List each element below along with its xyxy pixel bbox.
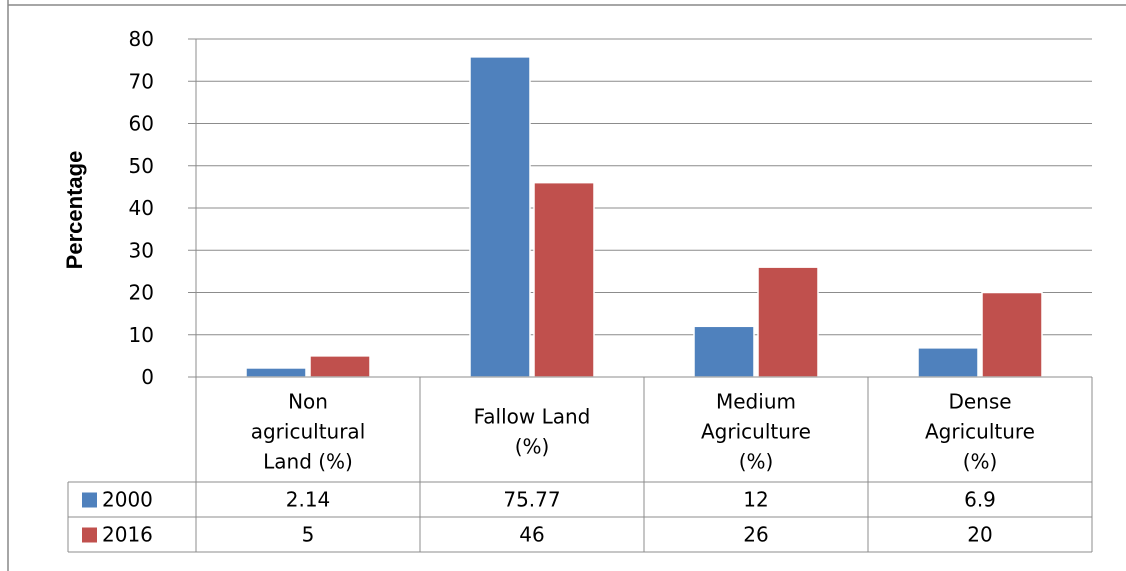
y-tick-label: 50	[129, 154, 154, 178]
bar-2016-0	[309, 355, 371, 378]
bar-2000-2	[693, 325, 755, 378]
gridlines	[196, 38, 1092, 336]
data-value-2000: 12	[743, 488, 768, 512]
legend-key-2000	[82, 492, 97, 508]
y-axis-title: Percentage	[62, 151, 87, 270]
data-value-2000: 75.77	[503, 488, 560, 512]
category-label: Non	[288, 390, 328, 414]
bar-2016-2	[757, 266, 819, 378]
category-label: Medium	[716, 390, 796, 414]
y-tick-label: 10	[129, 323, 154, 347]
bars	[245, 56, 1043, 378]
data-table: Non agricultural Land (%) Fallow Land (%) Med…	[67, 376, 1093, 553]
data-value-2016: 46	[519, 523, 544, 547]
chart-frame	[7, 0, 1126, 571]
category-label: (%)	[515, 435, 550, 459]
bar-2000-3	[917, 347, 979, 378]
legend-label-2000: 2000	[102, 488, 153, 512]
data-value-2016: 20	[967, 523, 992, 547]
y-tick-label: 40	[129, 196, 154, 220]
bar-2016-3	[981, 291, 1043, 378]
y-axis: 0 10 20 30 40 50 60 70 80	[129, 27, 197, 389]
data-value-2000: 2.14	[286, 488, 331, 512]
y-tick-label: 20	[129, 281, 154, 305]
y-tick-label: 30	[129, 238, 154, 262]
category-label: (%)	[739, 450, 774, 474]
y-tick-label: 0	[141, 365, 154, 389]
bar-2000-1	[469, 56, 531, 378]
category-label: Dense	[948, 390, 1011, 414]
category-label: agricultural	[251, 420, 366, 444]
category-label: Fallow Land	[474, 405, 591, 429]
bar-2016-1	[533, 181, 595, 378]
category-label: Agriculture	[925, 420, 1035, 444]
category-label: Land (%)	[263, 450, 353, 474]
data-value-2016: 5	[302, 523, 315, 547]
category-label: (%)	[963, 450, 998, 474]
legend-label-2016: 2016	[102, 523, 153, 547]
category-label: Agriculture	[701, 420, 811, 444]
y-tick-label: 60	[129, 112, 154, 136]
bar-2000-0	[245, 367, 307, 378]
data-value-2000: 6.9	[964, 488, 996, 512]
y-tick-label: 80	[129, 27, 154, 51]
legend-key-2016	[82, 527, 97, 543]
data-value-2016: 26	[743, 523, 768, 547]
y-tick-label: 70	[129, 69, 154, 93]
